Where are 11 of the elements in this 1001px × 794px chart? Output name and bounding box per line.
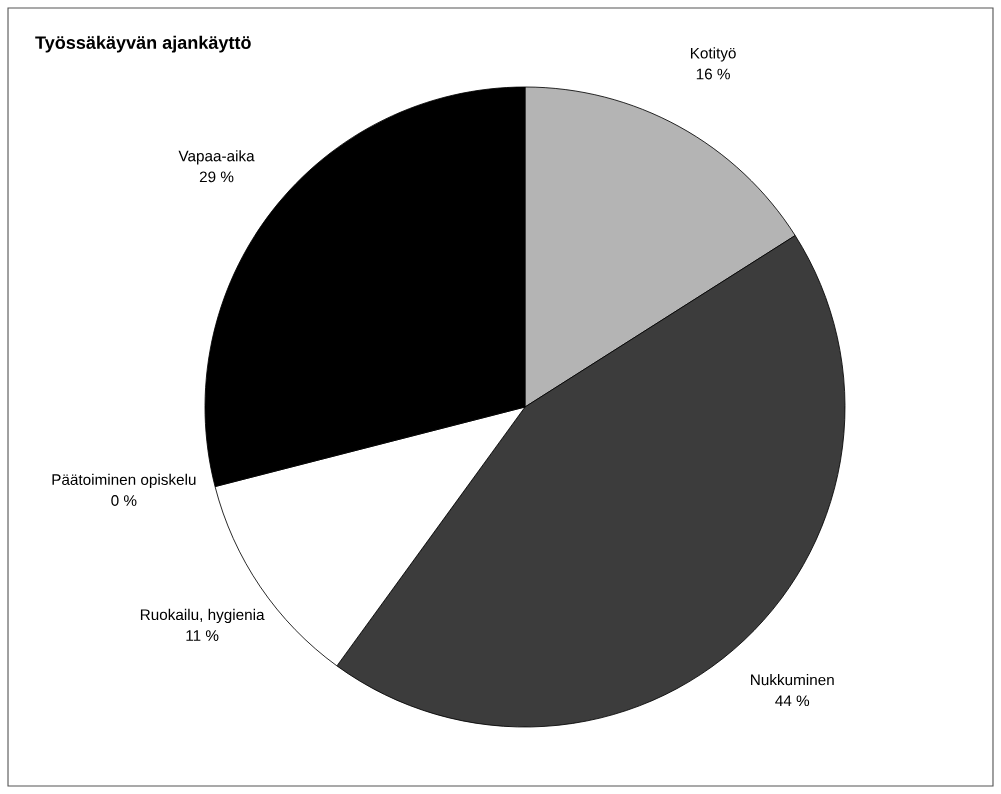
slice-label: Kotityö: [690, 47, 736, 62]
slice-label: Nukkuminen: [751, 674, 834, 686]
text: 0 %: [111, 495, 137, 506]
data-label: 16 %: [696, 68, 730, 80]
slice-label: Ruokailu, hygienia: [140, 608, 265, 624]
data-label: 29 %: [199, 171, 234, 183]
category-label: Päätoiminen opiskelu: [52, 473, 196, 489]
data-label: 44 %: [775, 695, 810, 707]
slice-label: Vapaa-aika: [178, 150, 255, 165]
data-label: 11 %: [186, 630, 219, 641]
chart-title: Työssäkäyvän ajankäyttö: [35, 35, 251, 53]
